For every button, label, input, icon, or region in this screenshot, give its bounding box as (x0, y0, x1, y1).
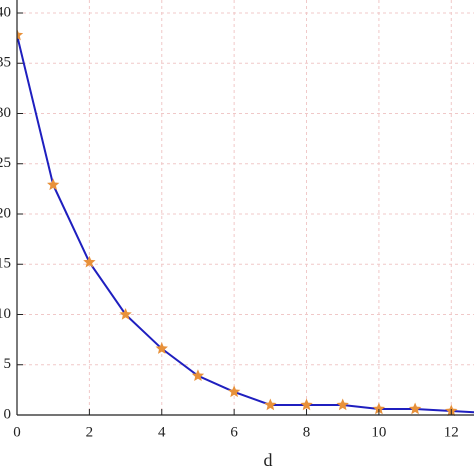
x-tick-label: 2 (86, 424, 94, 440)
x-tick-label: 4 (158, 424, 166, 440)
x-tick-label: 12 (444, 424, 459, 440)
data-point (227, 385, 241, 398)
data-point (47, 178, 60, 191)
x-tick-label: 0 (13, 424, 21, 440)
x-tick-label: 10 (371, 424, 386, 440)
data-point (372, 402, 386, 415)
data-point (300, 398, 313, 411)
x-tick-label: 8 (303, 424, 311, 440)
y-tick-label: 10 (0, 306, 11, 322)
plot-area (17, 0, 474, 416)
y-tick-label: 0 (4, 406, 12, 422)
data-point (408, 402, 422, 415)
data-point (336, 398, 349, 411)
y-tick-label: 25 (0, 155, 11, 171)
data-point (83, 255, 96, 268)
data-point (17, 28, 24, 41)
data-point (191, 369, 205, 382)
y-tick-label: 15 (0, 256, 11, 272)
y-tick-label: 20 (0, 205, 11, 221)
data-point (155, 342, 168, 354)
data-point (119, 308, 132, 320)
data-point (264, 398, 277, 411)
y-tick-label: 30 (0, 105, 11, 121)
y-tick-label: 5 (4, 356, 12, 372)
y-tick-label: 40 (0, 4, 11, 20)
y-tick-label: 35 (0, 55, 11, 71)
x-tick-label: 6 (230, 424, 238, 440)
x-axis-label: d (264, 450, 273, 470)
data-line (17, 34, 474, 414)
